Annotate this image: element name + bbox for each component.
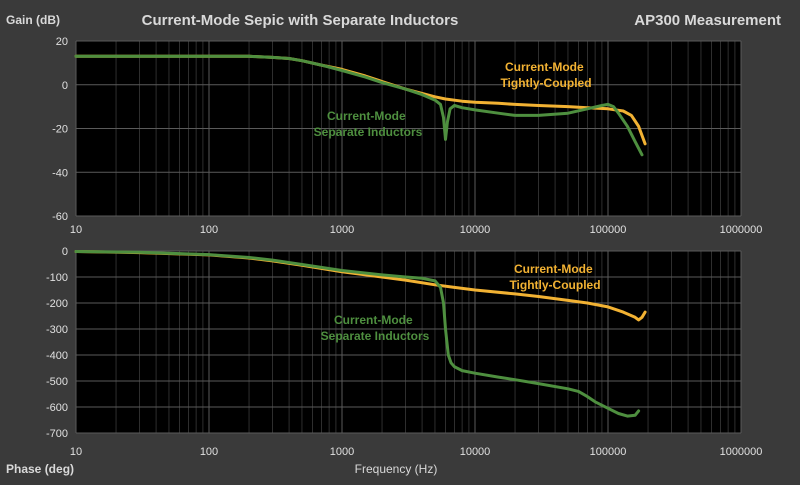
gain-plot: 10 100 1000 10000 100000 1000000 20 0 -20 -40 -60	[52, 36, 762, 236]
phase-y-tick-label: -600	[46, 402, 68, 414]
phase-y-tick-label: -300	[46, 324, 68, 336]
phase-tightly-label-line1: Current-Mode	[514, 262, 593, 276]
phase-tightly-label: Current-Mode Tightly-Coupled	[509, 262, 600, 292]
gain-y-tick-label: -60	[52, 211, 68, 223]
phase-x-tick-label: 1000	[330, 446, 354, 458]
gain-x-tick-label: 100000	[590, 224, 627, 236]
gain-separate-label-line2: Separate Inductors	[314, 125, 423, 139]
gain-y-tick-label: 0	[62, 80, 68, 92]
phase-y-tick-label: -700	[46, 428, 68, 440]
phase-x-tick-label: 10	[70, 446, 82, 458]
phase-x-tick-label: 1000000	[720, 446, 763, 458]
chart-title: Current-Mode Sepic with Separate Inducto…	[142, 12, 459, 29]
phase-separate-inductors-line	[74, 250, 641, 418]
phase-separate-label: Current-Mode Separate Inductors	[321, 313, 430, 343]
phase-tightly-label-line2: Tightly-Coupled	[509, 278, 600, 292]
gain-separate-inductors-line	[74, 54, 644, 157]
measurement-subtitle: AP300 Measurement	[634, 12, 781, 29]
phase-y-tick-label: -200	[46, 298, 68, 310]
gain-axis-label: Gain (dB)	[6, 13, 60, 27]
gain-tightly-label-line2: Tightly-Coupled	[500, 76, 591, 90]
gain-y-tick-label: 20	[56, 36, 68, 48]
gain-tightly-label-line1: Current-Mode	[505, 60, 584, 74]
gain-separate-label-line1: Current-Mode	[327, 109, 406, 123]
gain-x-tick-label: 10000	[460, 224, 491, 236]
phase-y-tick-label: -100	[46, 272, 68, 284]
gain-x-tick-label: 1000000	[720, 224, 763, 236]
gain-x-tick-label: 100	[200, 224, 218, 236]
gain-separate-label: Current-Mode Separate Inductors	[314, 109, 423, 139]
gain-y-tick-label: -40	[52, 167, 68, 179]
phase-y-tick-label: -500	[46, 376, 68, 388]
phase-y-tick-label: 0	[62, 246, 68, 258]
phase-plot: 10 100 1000 10000 100000 1000000 0 -100 -200 -300…	[46, 246, 762, 458]
frequency-axis-label: Frequency (Hz)	[355, 462, 438, 476]
phase-x-tick-label: 10000	[460, 446, 491, 458]
phase-separate-label-line1: Current-Mode	[334, 313, 413, 327]
phase-axis-label: Phase (deg)	[6, 462, 74, 476]
gain-y-tick-label: -20	[52, 124, 68, 136]
phase-x-tick-label: 100000	[590, 446, 627, 458]
gain-x-tick-label: 1000	[330, 224, 354, 236]
phase-y-tick-label: -400	[46, 350, 68, 362]
gain-tightly-label: Current-Mode Tightly-Coupled	[500, 60, 591, 90]
gain-x-tick-label: 10	[70, 224, 82, 236]
phase-x-tick-label: 100	[200, 446, 218, 458]
phase-separate-label-line2: Separate Inductors	[321, 329, 430, 343]
